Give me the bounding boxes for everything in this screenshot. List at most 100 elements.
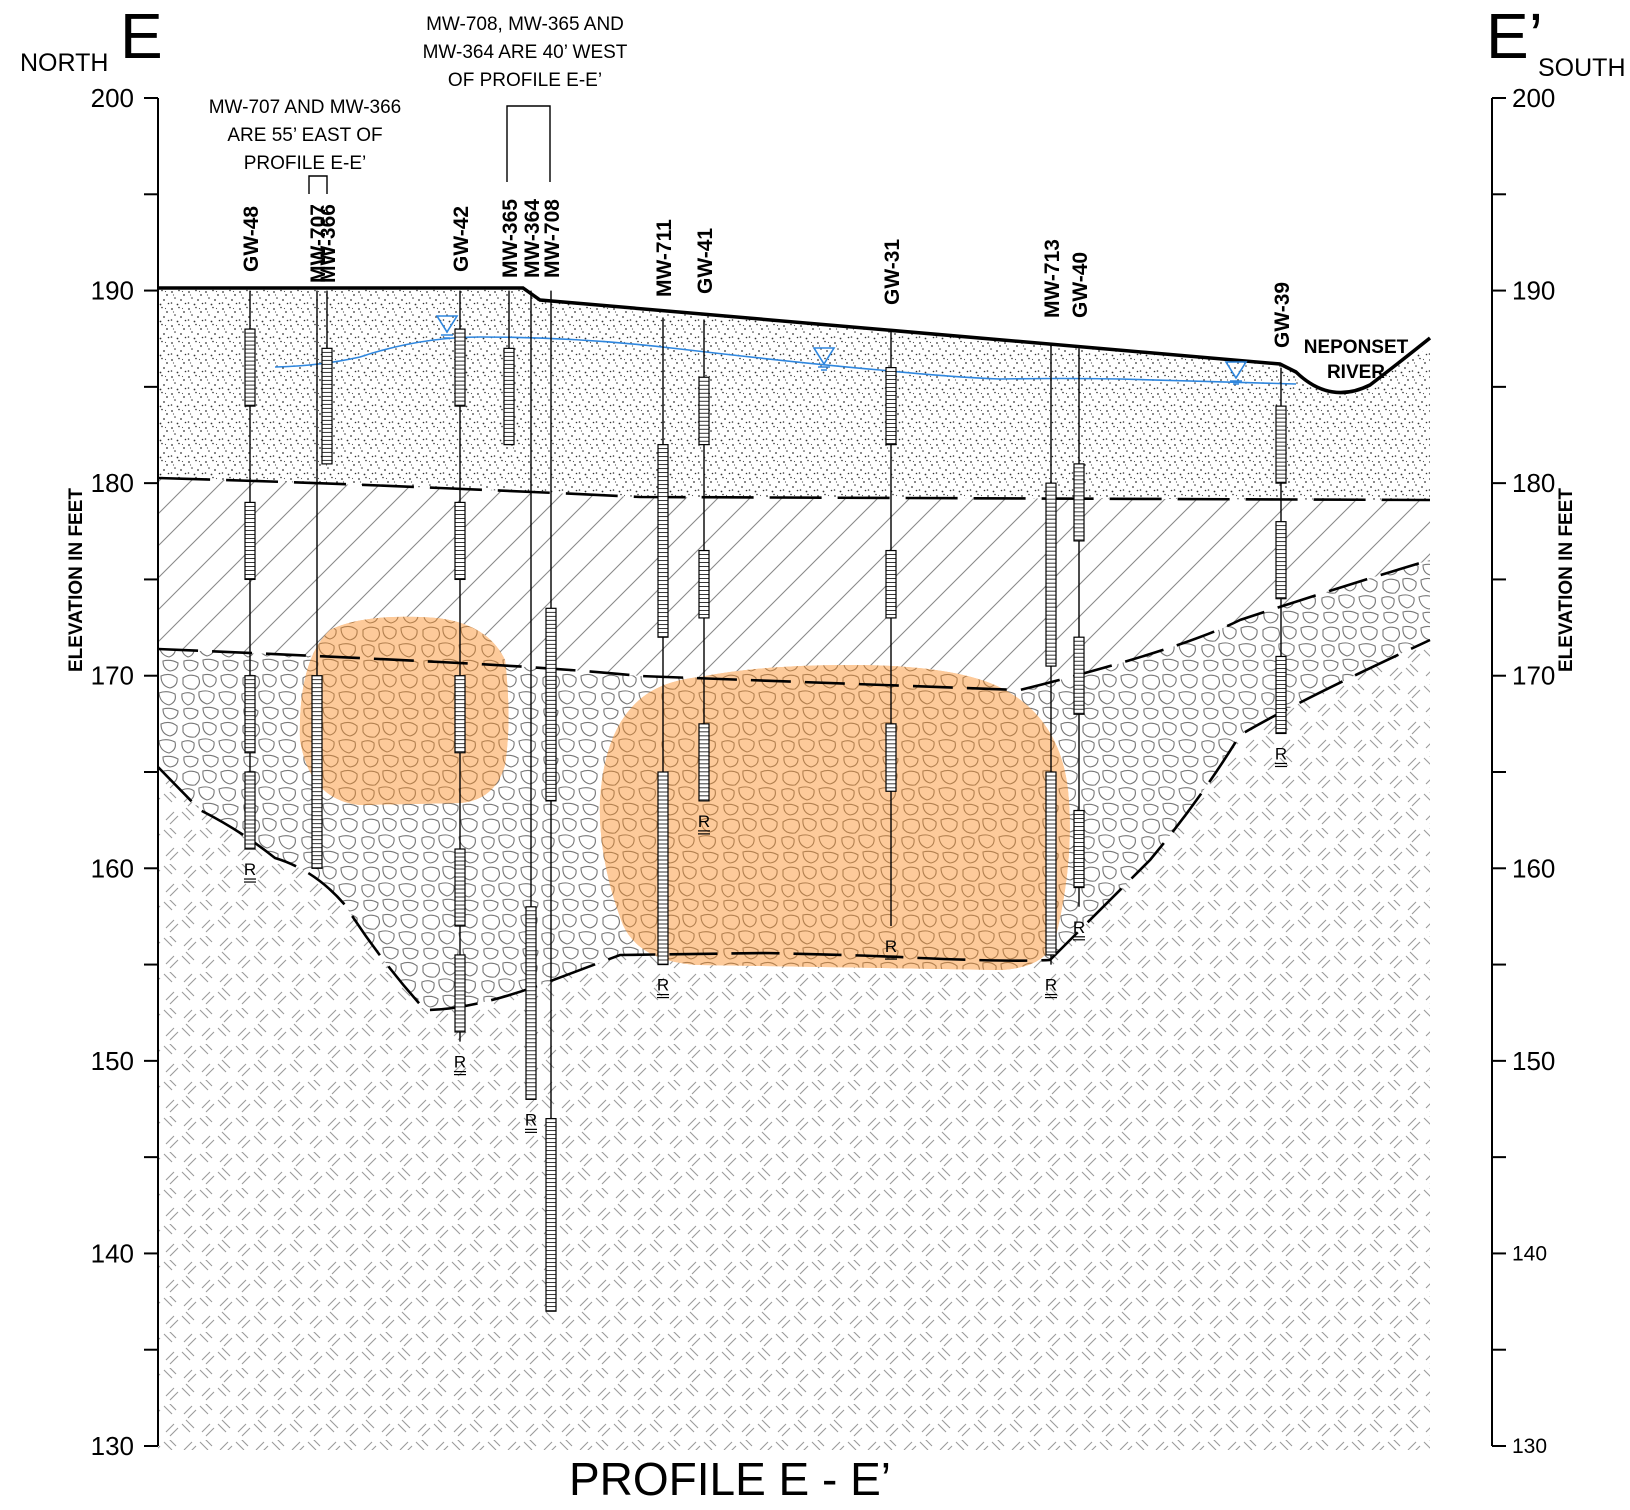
well-screen [454,848,466,927]
silt-gravel-contact-line [157,558,1431,692]
left-tick-label: 180 [91,468,134,498]
right-tick-label: 180 [1512,468,1555,498]
well-screen [525,906,537,1100]
refusal-icon: R [1045,976,1057,999]
left-elevation-axis: 200 190 180 170 160 150 140 130 [91,83,159,1461]
direction-south-label: SOUTH [1538,54,1626,82]
well-label: MW-713 [1041,239,1064,318]
well-label: MW-365 [499,199,522,278]
ground-surface-line [158,286,1432,395]
well-gw-41: R GW-41 [694,228,717,835]
refusal-icon: R [525,1110,537,1133]
well-screen [454,954,466,1033]
note-east-offset: MW-707 AND MW-366 ARE 55’ EAST OF PROFIL… [209,97,401,194]
svg-text:R: R [1073,918,1085,937]
refusal-icon: R [698,812,710,835]
right-tick-label: 200 [1512,83,1555,113]
well-screen [657,771,669,966]
well-screen [885,367,897,446]
plume-cobble-texture-north [299,616,509,805]
svg-text:R: R [698,812,710,831]
water-table-symbol-icon [435,315,459,339]
well-screen [244,328,256,407]
river-label-line-1: NEPONSET [1304,337,1409,358]
well-mw-711: R MW-711 [653,219,676,999]
well-label: MW-364 [521,199,544,278]
well-gw-31: R GW-31 [881,239,904,960]
well-screen [1275,405,1287,484]
well-label: MW-707 [307,204,330,283]
plume-cobble-texture-central [599,665,1070,970]
svg-text:R: R [244,860,256,879]
refusal-icon: R [657,976,669,999]
water-table-symbol-icon [1224,361,1248,385]
well-screen [1045,771,1057,956]
left-tick-label: 140 [91,1238,134,1268]
well-screen [1275,655,1287,735]
well-screen [545,607,557,802]
svg-text:R: R [1045,976,1057,995]
svg-text:R: R [525,1110,537,1129]
right-tick-label: 190 [1512,276,1555,306]
section-start-letter: E [120,0,163,72]
svg-text:R: R [454,1053,466,1072]
river-label-line-2: RIVER [1327,362,1385,383]
well-screen [244,501,256,581]
fill-sand-layer [158,288,1430,500]
well-screen [311,675,323,869]
bedrock-layer [158,640,1430,1450]
refusal-icon: R [1275,744,1287,768]
well-screen [1073,636,1085,715]
well-screen [454,675,466,754]
refusal-icon: R [244,860,256,883]
left-tick-label: 160 [91,853,134,883]
right-tick-label: 170 [1512,661,1555,691]
well-label: GW-31 [881,239,904,305]
fill-silt-contact-line [157,476,1431,502]
left-tick-label: 190 [91,276,134,306]
well-screen [454,328,466,407]
well-mw-713: R MW-713 [1041,239,1064,999]
well-mw-365: MW-365 [499,199,522,446]
well-screen [698,549,710,619]
note-west-line-3: OF PROFILE E-E’ [448,70,602,91]
refusal-icon: R [454,1053,466,1076]
water-table [274,315,1297,385]
well-screen [545,1118,557,1312]
well-gw-48: R GW-48 [240,206,263,883]
well-screen [244,771,256,850]
well-label: GW-48 [240,206,263,272]
well-screen [503,347,515,446]
right-tick-label: 130 [1512,1435,1547,1458]
profile-title: PROFILE E - E’ [569,1453,891,1505]
well-label: MW-708 [541,199,564,278]
well-screen [321,347,333,465]
direction-north-label: NORTH [20,49,108,77]
well-label: GW-40 [1069,252,1092,318]
well-mw-708: MW-708 [541,199,564,1312]
well-screen [1073,463,1085,542]
well-screen [1045,482,1057,667]
well-label: GW-42 [450,206,473,272]
svg-text:R: R [1275,744,1287,763]
well-screen [454,501,466,581]
well-label: MW-711 [653,219,676,297]
well-gw-40: R GW-40 [1069,252,1092,941]
right-tick-label: 140 [1512,1242,1547,1265]
left-tick-label: 150 [91,1046,134,1076]
well-screen [885,549,897,619]
well-screen [698,723,710,802]
well-label: GW-39 [1271,282,1294,348]
right-axis-title: ELEVATION IN FEET [1556,488,1577,672]
svg-text:R: R [885,937,897,956]
note-west-line-1: MW-708, MW-365 AND [426,14,624,35]
well-screen [1275,521,1287,600]
refusal-icon: R [885,937,897,960]
well-screen [885,723,897,792]
well-mw-366: MW-366 [317,204,340,465]
well-screen [657,444,669,638]
note-east-line-3: PROFILE E-E’ [244,153,366,174]
well-gw-42: R GW-42 [450,206,473,1076]
svg-text:R: R [657,976,669,995]
